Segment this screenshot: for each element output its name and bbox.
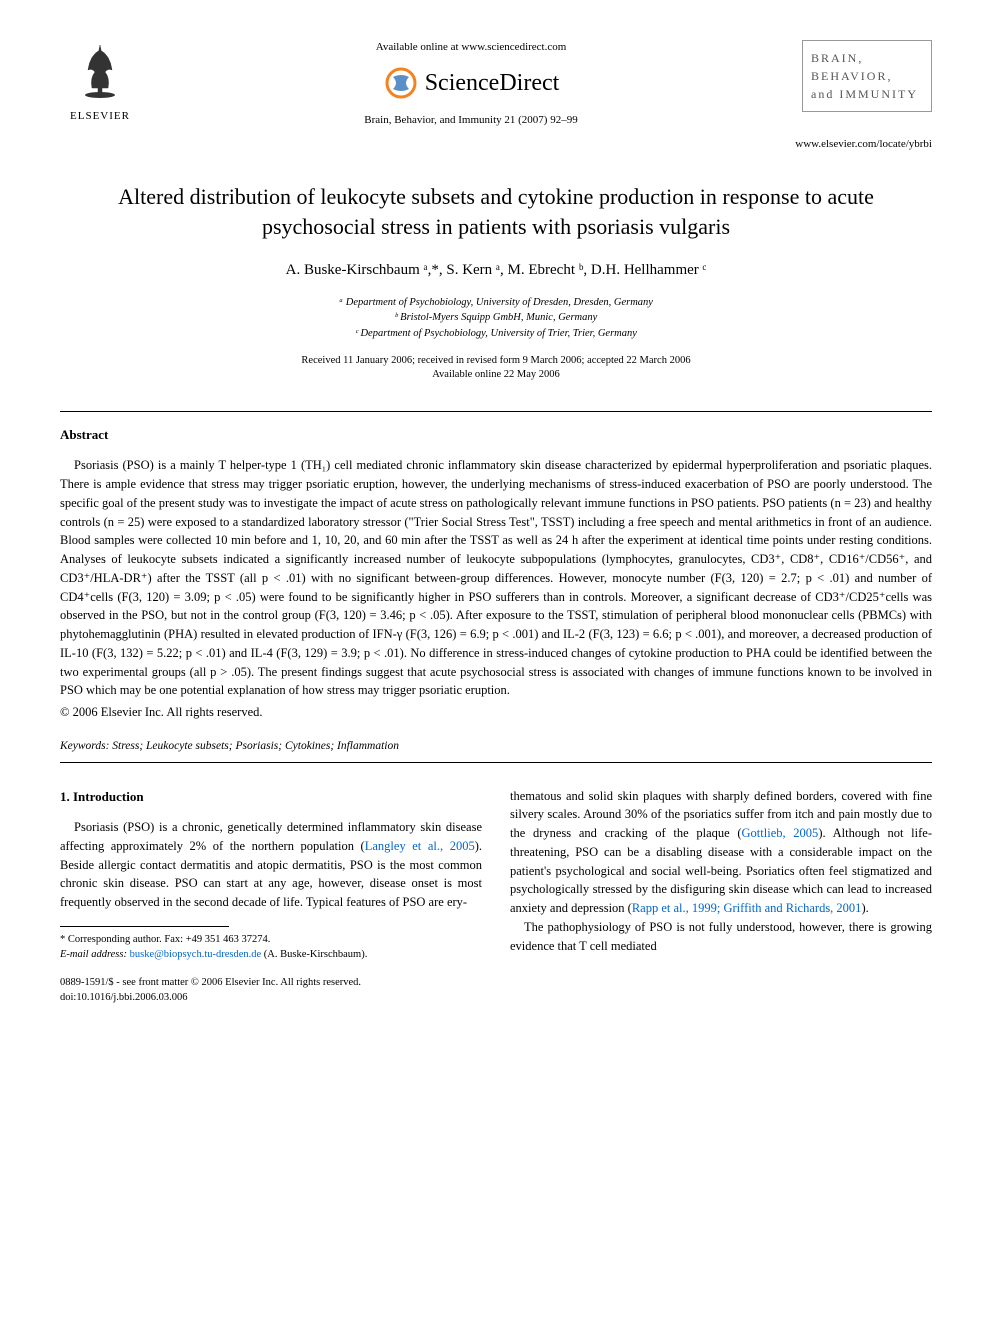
- affiliation-b: ᵇ Bristol-Myers Squipp GmbH, Munic, Germ…: [60, 310, 932, 326]
- corresponding-author-footnote: * Corresponding author. Fax: +49 351 463…: [60, 933, 482, 948]
- footer-info: 0889-1591/$ - see front matter © 2006 El…: [60, 976, 482, 1005]
- journal-cover: BRAIN, BEHAVIOR, and IMMUNITY: [802, 40, 932, 112]
- abstract-heading: Abstract: [60, 426, 932, 444]
- header: ELSEVIER Available online at www.science…: [60, 40, 932, 129]
- abstract-text: Psoriasis (PSO) is a mainly T helper-typ…: [60, 456, 932, 700]
- intro-paragraph-cont: thematous and solid skin plaques with sh…: [510, 787, 932, 918]
- locate-url: www.elsevier.com/locate/ybrbi: [60, 137, 932, 152]
- elsevier-tree-icon: [70, 40, 130, 100]
- left-column: 1. Introduction Psoriasis (PSO) is a chr…: [60, 787, 482, 1006]
- intro-text: ).: [861, 901, 868, 915]
- available-online-text: Available online at www.sciencedirect.co…: [140, 40, 802, 55]
- citation-link[interactable]: Langley et al., 2005: [365, 839, 475, 853]
- email-label: E-mail address:: [60, 949, 127, 960]
- keywords-text: Stress; Leukocyte subsets; Psoriasis; Cy…: [109, 740, 399, 752]
- front-matter: 0889-1591/$ - see front matter © 2006 El…: [60, 976, 482, 991]
- email-footnote: E-mail address: buske@biopsych.tu-dresde…: [60, 948, 482, 963]
- divider: [60, 762, 932, 763]
- footnote-divider: [60, 926, 229, 927]
- journal-cover-line: BRAIN,: [811, 49, 923, 67]
- keywords-label: Keywords:: [60, 740, 109, 752]
- dates: Received 11 January 2006; received in re…: [60, 354, 932, 383]
- sciencedirect-icon: [383, 65, 419, 101]
- journal-reference: Brain, Behavior, and Immunity 21 (2007) …: [140, 113, 802, 128]
- journal-cover-line: BEHAVIOR,: [811, 67, 923, 85]
- elsevier-label: ELSEVIER: [60, 109, 140, 124]
- affiliation-a: ᵃ Department of Psychobiology, Universit…: [60, 295, 932, 311]
- affiliation-c: ᶜ Department of Psychobiology, Universit…: [60, 326, 932, 342]
- divider: [60, 411, 932, 412]
- authors: A. Buske-Kirschbaum ᵃ,*, S. Kern ᵃ, M. E…: [60, 260, 932, 281]
- keywords: Keywords: Stress; Leukocyte subsets; Pso…: [60, 738, 932, 754]
- available-date: Available online 22 May 2006: [60, 368, 932, 383]
- body-columns: 1. Introduction Psoriasis (PSO) is a chr…: [60, 787, 932, 1006]
- sciencedirect-text: ScienceDirect: [425, 67, 560, 101]
- abstract-copyright: © 2006 Elsevier Inc. All rights reserved…: [60, 704, 932, 722]
- citation-link[interactable]: Gottlieb, 2005: [742, 826, 819, 840]
- email-suffix: (A. Buske-Kirschbaum).: [261, 949, 367, 960]
- citation-link[interactable]: Rapp et al., 1999; Griffith and Richards…: [632, 901, 862, 915]
- sciencedirect-logo: ScienceDirect: [140, 65, 802, 101]
- center-header: Available online at www.sciencedirect.co…: [140, 40, 802, 129]
- intro-paragraph: Psoriasis (PSO) is a chronic, geneticall…: [60, 818, 482, 912]
- received-date: Received 11 January 2006; received in re…: [60, 354, 932, 369]
- affiliations: ᵃ Department of Psychobiology, Universit…: [60, 295, 932, 342]
- intro-paragraph-2: The pathophysiology of PSO is not fully …: [510, 918, 932, 956]
- email-link[interactable]: buske@biopsych.tu-dresden.de: [127, 949, 261, 960]
- elsevier-logo: ELSEVIER: [60, 40, 140, 125]
- journal-cover-line: and IMMUNITY: [811, 85, 923, 103]
- right-column: thematous and solid skin plaques with sh…: [510, 787, 932, 1006]
- intro-heading: 1. Introduction: [60, 787, 482, 807]
- doi: doi:10.1016/j.bbi.2006.03.006: [60, 991, 482, 1006]
- paper-title: Altered distribution of leukocyte subset…: [60, 182, 932, 241]
